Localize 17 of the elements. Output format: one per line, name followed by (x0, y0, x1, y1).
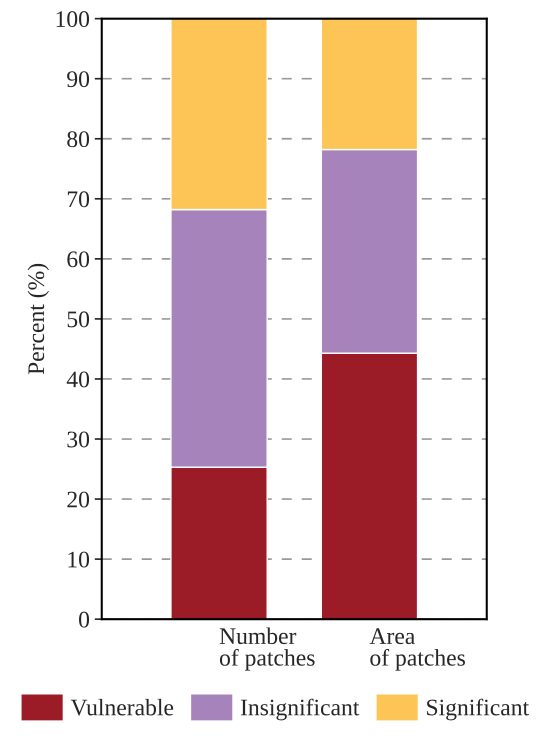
y-tick-label: 100 (56, 11, 90, 28)
y-axis-title: Percent (%) (28, 264, 49, 374)
y-tick-label: 60 (67, 251, 90, 268)
x-tick-label: Number of patches (220, 628, 315, 671)
y-tick-label: 50 (68, 311, 90, 328)
x-tick-label: Area of patches (370, 628, 465, 671)
legend-label: Vulnerable (70, 698, 174, 716)
legend-label: Insignificant (240, 698, 360, 720)
y-tick-label: 70 (68, 191, 90, 208)
y-tick-label: 90 (67, 71, 90, 88)
y-tick-label: 0 (79, 612, 90, 628)
y-tick-label: 80 (67, 131, 90, 148)
y-tick-label: 10 (68, 552, 90, 568)
y-tick-label: 20 (67, 492, 90, 508)
legend-label: Significant (427, 698, 529, 720)
y-tick-label: 30 (67, 432, 90, 448)
y-tick-label: 40 (66, 371, 90, 388)
